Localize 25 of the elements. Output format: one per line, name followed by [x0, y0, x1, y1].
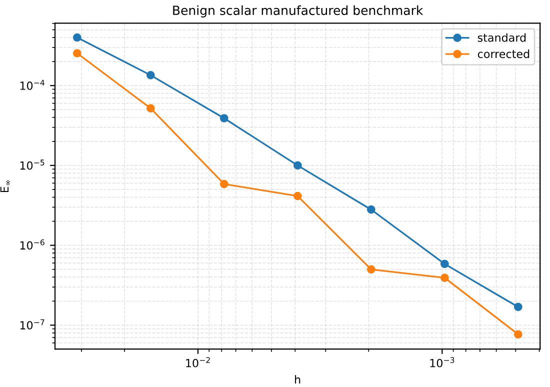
y-tick-label: 10$^{−7}$ — [20, 319, 44, 330]
point — [146, 104, 155, 113]
y-tick-label: 10$^{−6}$ — [20, 239, 44, 250]
point — [72, 49, 82, 58]
y-tick-label: 10$^{−5}$ — [20, 160, 44, 170]
chart-title: Benign scalar manufactured benchmark — [173, 5, 424, 18]
point — [220, 180, 228, 188]
point — [440, 274, 449, 282]
point — [514, 302, 522, 312]
x-axis-title: h — [295, 375, 300, 384]
point — [293, 161, 302, 170]
point — [293, 192, 302, 200]
x-tick-label: 10$^{−3}$ — [430, 357, 454, 368]
legend-label: corrected — [478, 50, 530, 58]
y-tick-label: 10$^{−4}$ — [20, 80, 44, 90]
point — [366, 265, 376, 274]
y-axis-title: E$_{∞}$ — [0, 180, 10, 192]
point — [72, 33, 82, 42]
point — [366, 205, 376, 214]
point — [146, 71, 155, 80]
x-tick-label: 10$^{−2}$ — [186, 357, 210, 368]
point — [514, 330, 522, 339]
legend-label: standard — [478, 33, 526, 42]
point — [220, 114, 228, 122]
point — [440, 260, 449, 268]
